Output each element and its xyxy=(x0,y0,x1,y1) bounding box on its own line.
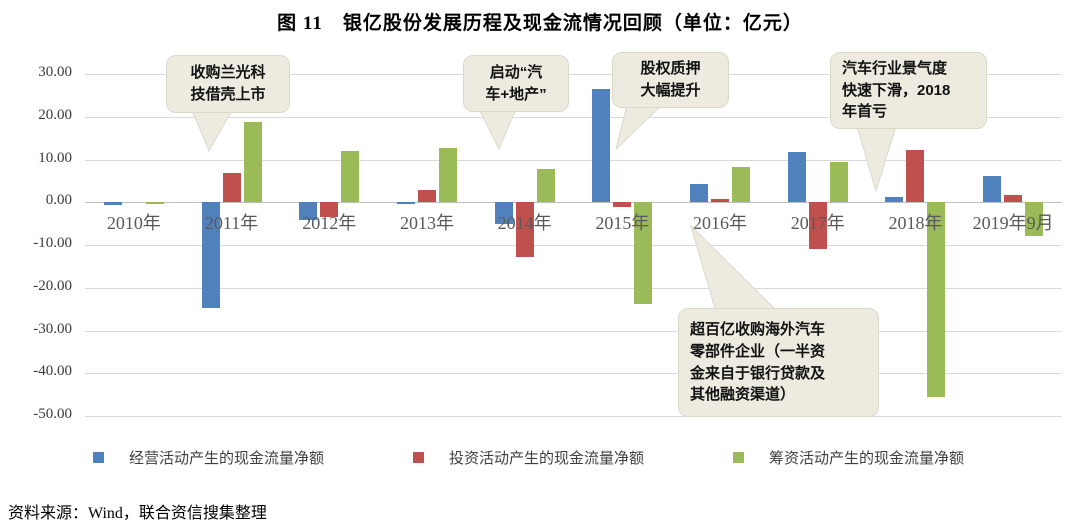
bar-financing-2015年 xyxy=(634,202,653,304)
bar-operating-2018年 xyxy=(885,197,904,203)
legend-swatch-operating xyxy=(93,452,104,463)
y-axis-tick-label: -10.00 xyxy=(33,235,72,251)
x-axis-label: 2013年 xyxy=(399,213,454,234)
legend-swatch-financing xyxy=(733,452,744,463)
bar-financing-2016年 xyxy=(732,167,751,203)
gridline xyxy=(85,245,1062,246)
x-axis-label: 2011年 xyxy=(204,213,259,234)
callout-text: 收购兰光科 技借壳上市 xyxy=(190,64,266,103)
bar-investing-2012年 xyxy=(320,202,339,218)
callout-tail-overseas-acquisition xyxy=(689,224,780,313)
bar-financing-2017年 xyxy=(829,162,848,203)
x-axis-label: 2015年 xyxy=(595,213,650,234)
legend-label-operating: 经营活动产生的现金流量净额 xyxy=(129,451,325,467)
y-axis-tick-label: 30.00 xyxy=(38,64,72,80)
gridline xyxy=(85,116,1062,118)
gridline xyxy=(85,373,1062,375)
bar-operating-2012年 xyxy=(299,202,318,221)
callout-text: 汽车行业景气度 快速下滑，2018 年首亏 xyxy=(842,59,951,121)
x-axis-label: 2012年 xyxy=(302,213,357,234)
bar-investing-2015年 xyxy=(613,202,632,208)
bar-operating-2015年 xyxy=(592,88,611,203)
bar-financing-2019年9月 xyxy=(1025,202,1044,237)
bar-operating-2014年 xyxy=(494,202,513,225)
bar-investing-2019年9月 xyxy=(1004,194,1023,203)
bar-investing-2017年 xyxy=(808,202,827,249)
gridline xyxy=(85,287,1062,289)
bar-operating-2017年 xyxy=(787,152,806,203)
bar-financing-2014年 xyxy=(536,168,555,203)
callout-equity-pledge: 股权质押 大幅提升 xyxy=(612,52,729,108)
gridline xyxy=(85,74,1062,75)
bar-investing-2011年 xyxy=(222,172,241,203)
bar-financing-2018年 xyxy=(927,202,946,398)
y-axis-tick-label: 10.00 xyxy=(38,149,72,166)
chart-title: 图 11 银亿股份发展历程及现金流情况回顾（单位：亿元） xyxy=(277,13,803,34)
legend-swatch-investing xyxy=(413,452,424,463)
gridline xyxy=(85,416,1062,417)
gridline xyxy=(85,330,1062,332)
bar-financing-2013年 xyxy=(438,148,457,203)
callout-tail-auto-plus-real-estate xyxy=(478,108,517,151)
legend-item-operating: 经营活动产生的现金流量净额 xyxy=(93,447,324,468)
bar-operating-2010年 xyxy=(103,202,122,205)
callout-industry-downturn: 汽车行业景气度 快速下滑，2018 年首亏 xyxy=(830,52,987,129)
bar-investing-2016年 xyxy=(711,199,730,203)
y-axis-tick-label: 0.00 xyxy=(45,192,72,209)
x-axis-label: 2019年9月 xyxy=(972,213,1054,234)
bar-financing-2012年 xyxy=(341,151,360,203)
bar-operating-2011年 xyxy=(201,202,220,308)
bar-operating-2016年 xyxy=(690,184,709,203)
bar-investing-2013年 xyxy=(417,190,436,203)
legend-item-financing: 筹资活动产生的现金流量净额 xyxy=(733,447,964,468)
legend-item-investing: 投资活动产生的现金流量净额 xyxy=(413,447,644,468)
legend-label-investing: 投资活动产生的现金流量净额 xyxy=(449,451,645,467)
x-axis-label: 2018年 xyxy=(888,213,943,234)
x-axis-label: 2017年 xyxy=(790,213,845,234)
bar-financing-2010年 xyxy=(145,202,164,205)
callout-auto-plus-real-estate: 启动“汽 车+地产” xyxy=(463,55,569,112)
y-axis-tick-label: -50.00 xyxy=(33,406,72,422)
legend-label-financing: 筹资活动产生的现金流量净额 xyxy=(769,451,965,467)
callout-overseas-acquisition: 超百亿收购海外汽车 零部件企业（一半资 金来自于银行贷款及 其他融资渠道） xyxy=(678,308,879,417)
callout-tail-equity-pledge xyxy=(615,104,664,151)
gridline xyxy=(85,159,1062,161)
y-axis-tick-label: 20.00 xyxy=(38,106,72,123)
callout-text: 股权质押 大幅提升 xyxy=(640,60,701,99)
x-axis-label: 2010年 xyxy=(106,213,161,234)
callout-text: 超百亿收购海外汽车 零部件企业（一半资 金来自于银行贷款及 其他融资渠道） xyxy=(690,321,826,404)
bar-investing-2014年 xyxy=(515,202,534,258)
x-axis-label: 2014年 xyxy=(497,213,552,234)
y-axis-tick-label: -30.00 xyxy=(33,320,72,337)
callout-reverse-merger: 收购兰光科 技借壳上市 xyxy=(166,55,290,113)
y-axis-tick-label: -20.00 xyxy=(33,277,72,294)
bar-investing-2018年 xyxy=(906,149,925,203)
bar-operating-2019年9月 xyxy=(983,175,1002,203)
bar-financing-2011年 xyxy=(243,121,262,203)
y-axis-tick-label: -40.00 xyxy=(33,363,72,380)
gridline xyxy=(85,202,1062,204)
callout-tail-industry-downturn xyxy=(856,125,897,193)
source-note: 资料来源：Wind，联合资信搜集整理 xyxy=(8,505,267,522)
callout-text: 启动“汽 车+地产” xyxy=(485,63,547,103)
bar-operating-2013年 xyxy=(396,202,415,205)
